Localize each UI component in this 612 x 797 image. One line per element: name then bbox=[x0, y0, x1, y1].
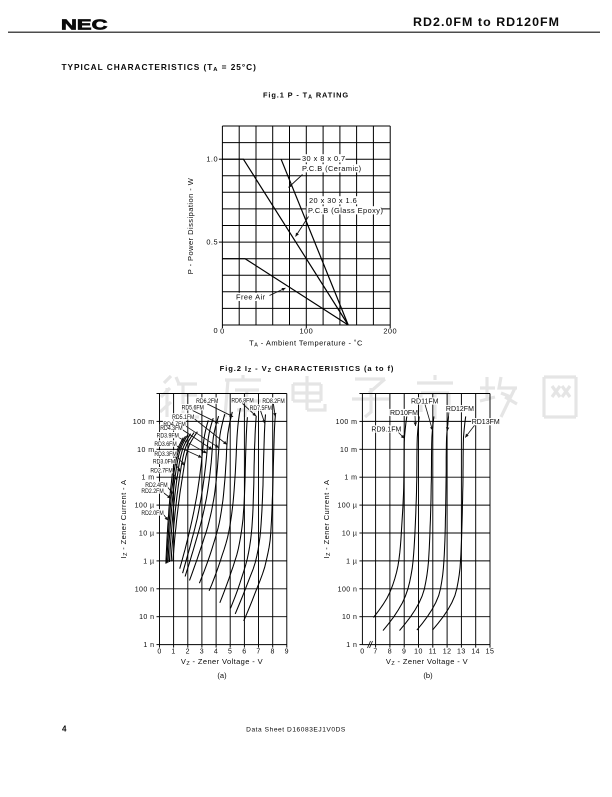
svg-text:20 x 30 x 1.6: 20 x 30 x 1.6 bbox=[309, 196, 357, 205]
svg-text:RD9.1FM: RD9.1FM bbox=[371, 427, 401, 434]
svg-text:RD4.7FM: RD4.7FM bbox=[163, 421, 185, 428]
svg-text:0: 0 bbox=[220, 326, 225, 335]
svg-text:P - Power Dissipation - W: P - Power Dissipation - W bbox=[186, 177, 195, 274]
svg-text:(a): (a) bbox=[217, 671, 227, 680]
svg-text:Free Air: Free Air bbox=[236, 293, 266, 302]
svg-text:RD11FM: RD11FM bbox=[411, 399, 439, 406]
svg-text:(b): (b) bbox=[423, 671, 433, 680]
svg-text:RD2.2FM: RD2.2FM bbox=[141, 488, 163, 495]
svg-text:1.0: 1.0 bbox=[206, 155, 218, 164]
svg-text:RD2.0FM to RD120FM: RD2.0FM to RD120FM bbox=[413, 15, 560, 29]
svg-text:10 m: 10 m bbox=[137, 447, 154, 454]
svg-text:0.5: 0.5 bbox=[206, 238, 218, 247]
svg-text:RD3.9FM: RD3.9FM bbox=[157, 433, 179, 440]
svg-text:14: 14 bbox=[471, 649, 480, 656]
svg-text:12: 12 bbox=[443, 649, 452, 656]
svg-text:100 µ: 100 µ bbox=[337, 503, 357, 510]
svg-text:100: 100 bbox=[299, 326, 313, 335]
svg-text:100 µ: 100 µ bbox=[135, 503, 155, 510]
svg-text:1 µ: 1 µ bbox=[143, 558, 154, 565]
svg-text:RD3.0FM: RD3.0FM bbox=[153, 458, 175, 465]
svg-text:RD3.3FM: RD3.3FM bbox=[154, 451, 176, 458]
svg-text:Fig.1 P - TA RATING: Fig.1 P - TA RATING bbox=[263, 91, 349, 101]
svg-text:RD2.4FM: RD2.4FM bbox=[145, 482, 167, 489]
svg-text:P.C.B (Ceramic): P.C.B (Ceramic) bbox=[302, 164, 362, 173]
svg-text:10 n: 10 n bbox=[139, 614, 154, 621]
svg-text:8: 8 bbox=[388, 649, 392, 656]
svg-text:5: 5 bbox=[228, 649, 232, 656]
svg-text:RD2.7FM: RD2.7FM bbox=[150, 468, 172, 475]
svg-text:IZ - Zener Current - A: IZ - Zener Current - A bbox=[119, 480, 129, 559]
svg-text:1 µ: 1 µ bbox=[346, 558, 357, 565]
svg-text:0: 0 bbox=[213, 326, 218, 335]
svg-text:RD7.5FM: RD7.5FM bbox=[250, 405, 272, 412]
svg-text:NEC: NEC bbox=[61, 18, 108, 34]
svg-text:TYPICAL CHARACTERISTICS (TA =: TYPICAL CHARACTERISTICS (TA = 25°C) bbox=[62, 62, 257, 73]
svg-text:8: 8 bbox=[271, 649, 275, 656]
svg-text:RD3.6FM: RD3.6FM bbox=[154, 441, 176, 448]
svg-text:0: 0 bbox=[360, 649, 364, 656]
svg-text:2: 2 bbox=[186, 649, 190, 656]
svg-text:RD8.2FM: RD8.2FM bbox=[262, 398, 284, 405]
svg-text:VZ - Zener Voltage - V: VZ - Zener Voltage - V bbox=[181, 657, 263, 667]
svg-text:RD2.0FM: RD2.0FM bbox=[141, 510, 163, 517]
svg-text:7: 7 bbox=[256, 649, 260, 656]
svg-text:11: 11 bbox=[429, 649, 437, 656]
svg-text:Data Sheet D16083EJ1V0DS: Data Sheet D16083EJ1V0DS bbox=[246, 727, 346, 734]
svg-text:1 m: 1 m bbox=[344, 475, 357, 482]
svg-text:0: 0 bbox=[157, 649, 161, 656]
svg-text:RD6.8FM: RD6.8FM bbox=[231, 398, 253, 405]
svg-text:RD13FM: RD13FM bbox=[472, 419, 500, 426]
svg-text:3: 3 bbox=[200, 649, 204, 656]
svg-text:100 m: 100 m bbox=[336, 419, 358, 426]
svg-text:1: 1 bbox=[171, 649, 175, 656]
svg-text:10 m: 10 m bbox=[340, 447, 357, 454]
svg-text:10: 10 bbox=[414, 649, 423, 656]
svg-text:15: 15 bbox=[486, 649, 495, 656]
svg-text:10 µ: 10 µ bbox=[342, 531, 358, 538]
svg-text:1 m: 1 m bbox=[141, 475, 154, 482]
svg-text:IZ - Zener Current - A: IZ - Zener Current - A bbox=[322, 480, 332, 559]
svg-text:9: 9 bbox=[285, 649, 289, 656]
svg-text:RD10FM: RD10FM bbox=[390, 410, 418, 417]
svg-text:100 n: 100 n bbox=[338, 586, 358, 593]
svg-text:6: 6 bbox=[242, 649, 246, 656]
svg-text:30 x 8 x 0.7: 30 x 8 x 0.7 bbox=[302, 154, 346, 163]
svg-text:10 n: 10 n bbox=[342, 614, 357, 621]
svg-text:9: 9 bbox=[402, 649, 406, 656]
svg-text:200: 200 bbox=[383, 326, 397, 335]
svg-text:4: 4 bbox=[62, 725, 67, 734]
svg-text:RD4.3FM: RD4.3FM bbox=[160, 425, 182, 432]
svg-text:100 m: 100 m bbox=[133, 419, 155, 426]
svg-text:10 µ: 10 µ bbox=[139, 531, 155, 538]
svg-text:4: 4 bbox=[214, 649, 218, 656]
svg-text:7: 7 bbox=[373, 649, 377, 656]
svg-text:1 n: 1 n bbox=[143, 642, 154, 649]
svg-text:13: 13 bbox=[457, 649, 466, 656]
svg-text:RD6.2FM: RD6.2FM bbox=[196, 398, 218, 405]
svg-text:P.C.B (Glass Epoxy): P.C.B (Glass Epoxy) bbox=[308, 206, 383, 215]
svg-text:VZ - Zener Voltage - V: VZ - Zener Voltage - V bbox=[386, 657, 468, 667]
svg-text:TA - Ambient Temperature - ˚C: TA - Ambient Temperature - ˚C bbox=[249, 339, 363, 349]
svg-text:100 n: 100 n bbox=[135, 586, 155, 593]
svg-text:RD12FM: RD12FM bbox=[446, 406, 474, 413]
svg-text:RD5.6FM: RD5.6FM bbox=[182, 405, 204, 412]
svg-text:Fig.2 IZ - VZ CHARACTERISTICS: Fig.2 IZ - VZ CHARACTERISTICS (a to f) bbox=[220, 364, 395, 374]
svg-text:1 n: 1 n bbox=[346, 642, 357, 649]
svg-text:RD5.1FM: RD5.1FM bbox=[172, 414, 194, 421]
